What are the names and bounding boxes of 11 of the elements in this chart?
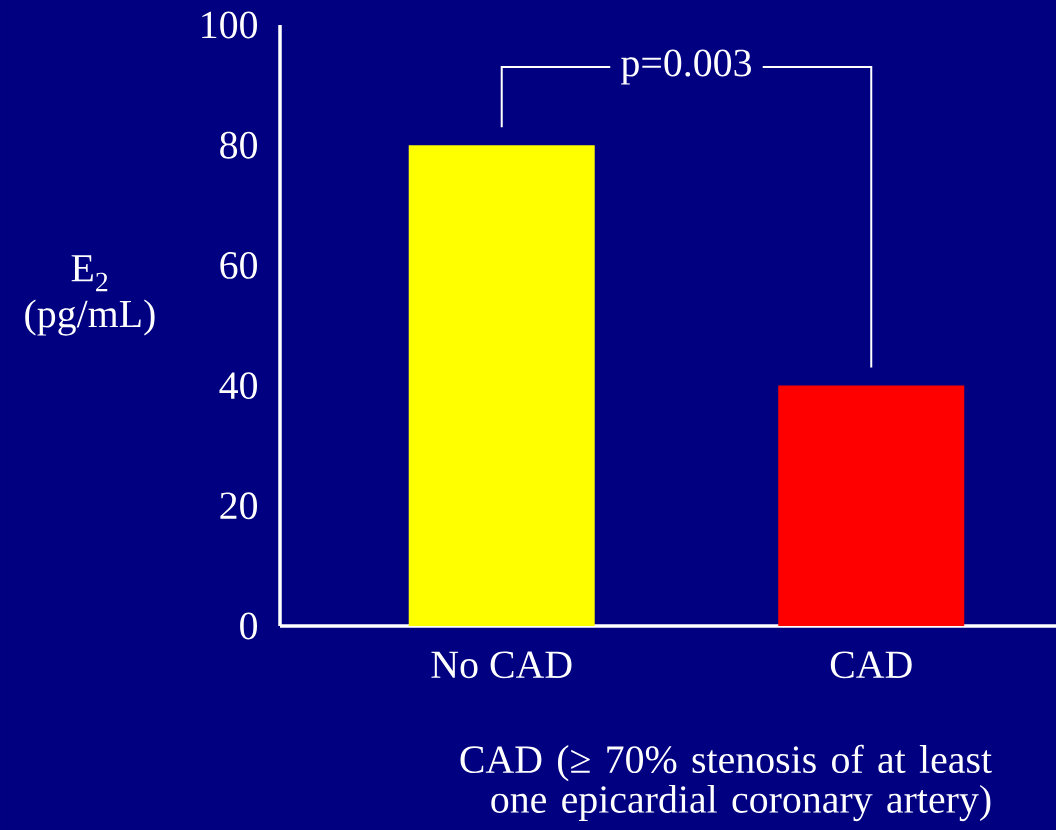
y-tick-label: 0 (240, 612, 258, 640)
x-tick-label: CAD (830, 651, 912, 679)
y-tick-label: 40 (219, 372, 258, 400)
y-tick-label: 20 (220, 492, 258, 520)
y-tick-label: 60 (220, 251, 258, 279)
x-axis-title: CAD (≥ 70% stenosis of at least one epicardial coronary artery) (460, 744, 992, 822)
annotation: p=0.003 (621, 49, 751, 85)
y-tick-label: 80 (220, 131, 258, 159)
y-tick-label: 100 (202, 11, 258, 39)
y-axis-title: E$_{2}$ (pg/mL) (25, 255, 155, 336)
x-tick-label: No CAD (431, 651, 572, 679)
